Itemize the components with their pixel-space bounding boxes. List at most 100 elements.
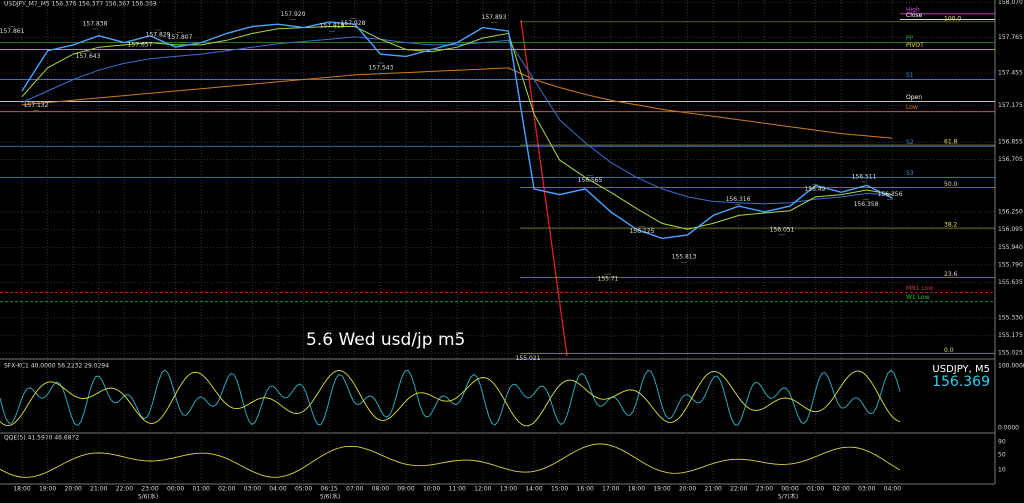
- price-label: 156.356: [878, 191, 903, 198]
- fib-label: 0.0: [944, 347, 954, 354]
- fib-label: 100.0: [944, 15, 961, 22]
- y-tick-label: 156.250: [998, 208, 1023, 215]
- level-label: W1 Low: [906, 294, 930, 301]
- indicator-title: SFX-KC1 40.0000 56.2232 29.0294: [4, 363, 109, 370]
- fib-label: 50.0: [944, 181, 958, 188]
- price-label: 156.051: [770, 226, 795, 233]
- level-label: PP: [906, 35, 914, 42]
- oscillator-wave: [0, 443, 901, 478]
- price-label: 156.49: [805, 186, 826, 193]
- price-label: 157.861: [0, 28, 25, 35]
- level-label: MN1 Low: [906, 285, 933, 292]
- price-label: 155.813: [672, 254, 697, 261]
- x-tick-label: 02:00: [833, 486, 850, 493]
- x-tick-label: 21:00: [90, 486, 107, 493]
- price-label: 155.021: [516, 355, 541, 362]
- y-tick-label: 156.095: [998, 226, 1023, 233]
- x-tick-label: 02:00: [218, 486, 235, 493]
- x-tick-label: 00:00: [167, 486, 184, 493]
- price-label: 157.543: [369, 64, 394, 71]
- x-tick-label: 23:00: [756, 486, 773, 493]
- x-tick-label: 04:00: [884, 486, 901, 493]
- x-tick-label: 20:00: [679, 486, 696, 493]
- x-tick-label: 15:00: [551, 486, 568, 493]
- level-label: Low: [906, 104, 918, 111]
- x-tick-label: 05:00: [295, 486, 312, 493]
- price-label: 155.71: [598, 276, 619, 283]
- price-label: 156.358: [854, 201, 879, 208]
- y-tick-label: 155.635: [998, 279, 1023, 286]
- level-label: S1: [906, 72, 914, 79]
- x-tick-label: 13:00: [500, 486, 517, 493]
- chart-title: USDJPY_M7_M5 156.376 156.377 156.367 156…: [4, 1, 157, 8]
- x-tick-label: 08:00: [372, 486, 389, 493]
- y-tick-label: 157.455: [998, 70, 1023, 77]
- x-tick-label: 22:00: [116, 486, 133, 493]
- price-label: 157.928: [341, 20, 366, 27]
- x-tick-label: 17:00: [602, 486, 619, 493]
- x-tick-label: 09:00: [397, 486, 414, 493]
- x-tick-label: 22:00: [730, 486, 747, 493]
- x-tick-label: 00:00: [781, 486, 798, 493]
- x-tick-label: 18:00: [628, 486, 645, 493]
- x-tick-label: 11:00: [449, 486, 466, 493]
- x-tick-label: 14:00: [525, 486, 542, 493]
- price-label: 156.511: [852, 173, 877, 180]
- fib-label: 38.2: [944, 222, 958, 229]
- sub-tick-label: 50: [998, 452, 1006, 459]
- y-tick-label: 157.175: [998, 102, 1023, 109]
- price-label: 156.316: [726, 196, 751, 203]
- price-label: 157.920: [281, 11, 306, 18]
- date-label: 5/6(水): [320, 493, 340, 501]
- price-label: 157.838: [83, 21, 108, 28]
- price-line: [21, 36, 893, 205]
- symbol-label: USDJPY, M5: [932, 364, 990, 375]
- price-label: 157.132: [24, 102, 49, 109]
- y-tick-label: 156.855: [998, 139, 1023, 146]
- y-tick-label: 155.025: [998, 349, 1023, 356]
- price-label: 157.657: [128, 41, 153, 48]
- x-tick-label: 06:15: [321, 486, 338, 493]
- level-label: Close: [906, 12, 923, 19]
- x-tick-label: 23:00: [141, 486, 158, 493]
- price-label: 156.125: [630, 228, 655, 235]
- price-label: 156.369: [932, 374, 990, 390]
- x-tick-label: 01:00: [807, 486, 824, 493]
- annotation: 5.6 Wed usd/jp m5: [306, 330, 465, 350]
- x-tick-label: 19:00: [653, 486, 670, 493]
- y-tick-label: 155.790: [998, 261, 1023, 268]
- x-tick-label: 03:00: [858, 486, 875, 493]
- price-label: 156.565: [578, 177, 603, 184]
- x-tick-label: 04:00: [269, 486, 286, 493]
- price-label: 157.819: [320, 23, 345, 30]
- price-label: 157.643: [76, 53, 101, 60]
- x-tick-label: 03:00: [244, 486, 261, 493]
- indicator-title: QQE(5) 41.5970 46.6872: [4, 435, 79, 442]
- fib-label: 61.8: [944, 139, 958, 146]
- x-tick-label: 20:00: [65, 486, 82, 493]
- level-label: S3: [906, 170, 914, 177]
- oscillator-wave: [0, 369, 901, 427]
- fib-label: 23.6: [944, 271, 958, 278]
- y-tick-label: 157.765: [998, 34, 1023, 41]
- sub-tick-label: 0.0000: [998, 425, 1019, 432]
- x-tick-label: 21:00: [705, 486, 722, 493]
- x-tick-label: 07:00: [346, 486, 363, 493]
- x-tick-label: 10:00: [423, 486, 440, 493]
- price-label: 157.893: [482, 14, 507, 21]
- sub-tick-label: 100.0000: [998, 363, 1024, 370]
- y-tick-label: 158.070: [998, 0, 1023, 6]
- x-tick-label: 19:00: [39, 486, 56, 493]
- x-tick-label: 16:00: [577, 486, 594, 493]
- y-tick-label: 155.330: [998, 314, 1023, 321]
- y-tick-label: 155.175: [998, 332, 1023, 339]
- x-tick-label: 12:00: [474, 486, 491, 493]
- level-label: S2: [906, 139, 914, 146]
- y-tick-label: 155.940: [998, 244, 1023, 251]
- date-label: 5/6(水): [138, 493, 158, 501]
- date-label: 5/7(木): [778, 493, 798, 501]
- price-label: 157.807: [168, 34, 193, 41]
